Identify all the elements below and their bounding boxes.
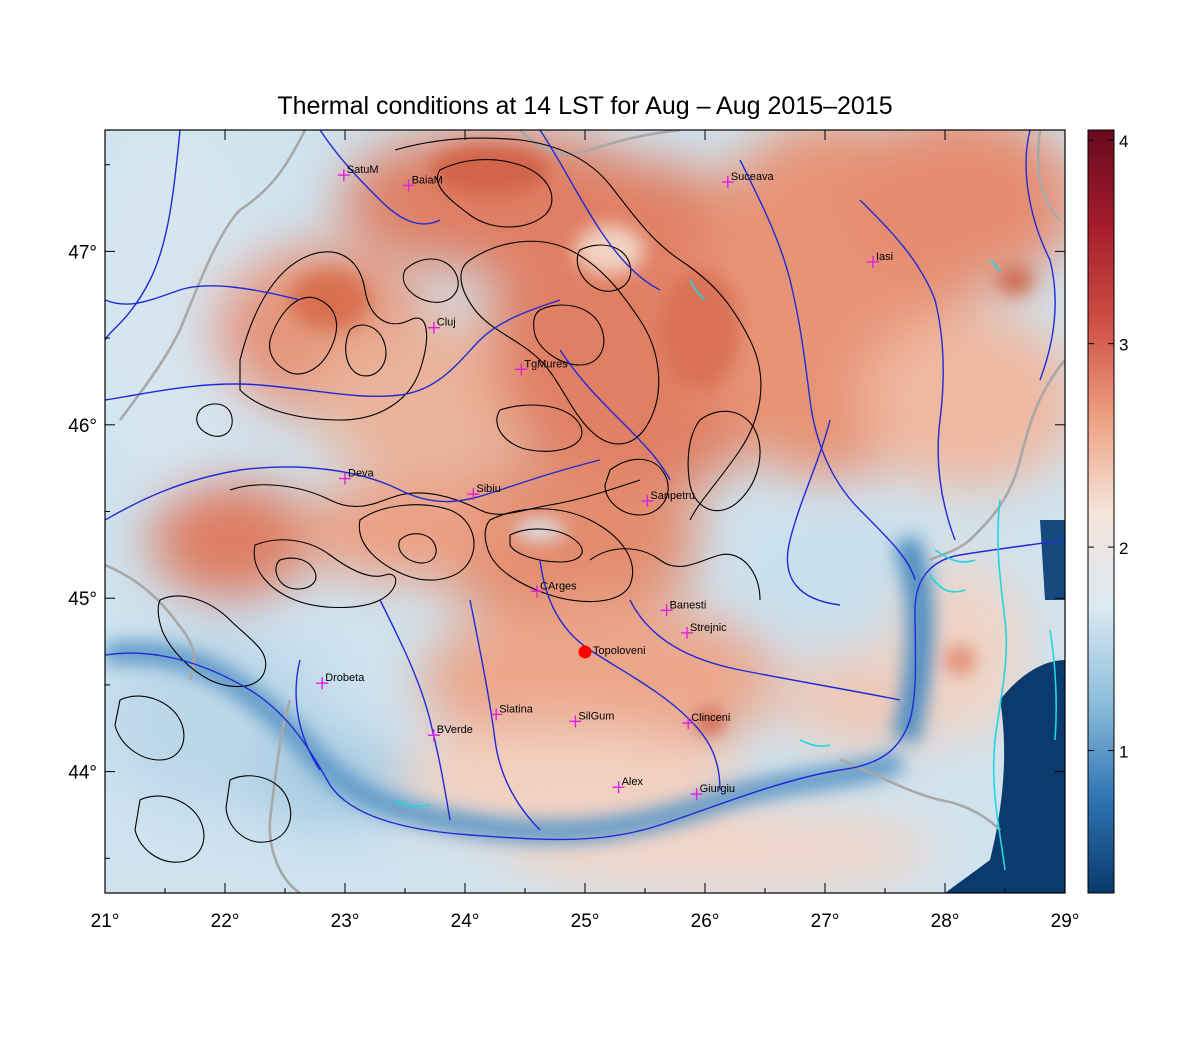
thermal-field: [105, 130, 1065, 893]
city-label: Iasi: [876, 251, 893, 263]
city-label: Sibiu: [476, 483, 500, 495]
highlight-label: Topoloveni: [593, 645, 646, 657]
x-tick-label: 26°: [691, 911, 720, 932]
colorbar-ticks: 1 2 3 4: [1088, 132, 1128, 762]
city-marker-clinceni: Clinceni: [682, 712, 730, 730]
city-label: SatuM: [347, 164, 379, 176]
city-marker-giurgiu: Giurgiu: [690, 783, 735, 801]
city-marker-alex: Alex: [612, 776, 644, 794]
colorbar: 1 2 3 4: [1087, 129, 1128, 894]
x-tick-label: 21°: [91, 911, 120, 932]
colorbar-tick-label: 4: [1119, 132, 1128, 151]
city-label: Sanpetru: [650, 490, 695, 502]
y-tick-label: 45°: [68, 589, 97, 610]
city-marker-baiam: BaiaM: [402, 174, 443, 192]
y-tick-label: 46°: [68, 416, 97, 437]
highlight-dot-icon: [578, 645, 592, 659]
map-title: Thermal conditions at 14 LST for Aug – A…: [277, 92, 893, 120]
city-marker-sanpetru: Sanpetru: [641, 490, 695, 508]
city-marker-slatina: Slatina: [490, 703, 534, 721]
city-label: Giurgiu: [700, 783, 735, 795]
country-borders: [105, 130, 1065, 893]
city-marker-strejnic: Strejnic: [681, 622, 727, 639]
x-tick-label: 28°: [931, 911, 960, 932]
city-label: SilGum: [578, 710, 614, 722]
city-label: Banesti: [670, 599, 707, 611]
colorbar-tick-label: 2: [1119, 539, 1128, 558]
city-marker-suceava: Suceava: [721, 171, 775, 189]
city-label: BVerde: [437, 724, 473, 736]
x-tick-label: 27°: [811, 911, 840, 932]
city-label: TgMures: [524, 358, 568, 370]
city-label: Slatina: [499, 703, 534, 715]
city-marker-carges: CArges: [531, 580, 577, 598]
city-label: BaiaM: [412, 174, 443, 186]
colorbar-tick-label: 3: [1119, 336, 1128, 355]
x-tick-label: 22°: [211, 911, 240, 932]
city-marker-cluj: Cluj: [427, 317, 456, 334]
colorbar-scale: [1087, 129, 1115, 894]
map-axes: 21° 22° 23° 24° 25° 26° 27° 28° 29° 44° 45° 46° 47°: [68, 130, 1079, 932]
city-marker-bverde: BVerde: [427, 724, 473, 742]
rivers: [105, 130, 1065, 841]
city-label: Cluj: [437, 317, 456, 329]
x-tick-label: 25°: [571, 911, 600, 932]
lakes-coast: [394, 259, 1057, 871]
city-label: Clinceni: [691, 712, 730, 724]
city-label: CArges: [540, 580, 577, 592]
highlight-layer: Topoloveni: [578, 645, 646, 659]
sea-strip: [1040, 520, 1065, 600]
city-marker-sibiu: Sibiu: [467, 483, 501, 501]
city-label: Suceava: [731, 171, 775, 183]
city-label: Deva: [348, 468, 375, 480]
city-marker-satum: SatuM: [337, 164, 379, 182]
y-tick-label: 47°: [68, 242, 97, 263]
y-tick-label: 44°: [68, 763, 97, 784]
colorbar-tick-label: 1: [1119, 743, 1128, 762]
city-label: Strejnic: [690, 622, 727, 634]
x-tick-label: 23°: [331, 911, 360, 932]
city-marker-tgmures: TgMures: [515, 358, 568, 376]
city-label: Alex: [622, 776, 644, 788]
x-tick-label: 29°: [1051, 911, 1080, 932]
city-marker-drobeta: Drobeta: [316, 672, 365, 690]
x-tick-label: 24°: [451, 911, 480, 932]
black-sea: [945, 660, 1065, 893]
city-marker-banesti: Banesti: [660, 599, 707, 617]
city-marker-iasi: Iasi: [867, 251, 893, 268]
city-marker-deva: Deva: [339, 468, 375, 485]
city-label: Drobeta: [325, 672, 365, 684]
map-panel: SatuM BaiaM Suceava Iasi Cluj TgMures Deva Sibi…: [105, 130, 1065, 893]
city-marker-silgum: SilGum: [569, 710, 614, 728]
city-markers: SatuM BaiaM Suceava Iasi Cluj TgMures Deva Sibi…: [316, 164, 893, 801]
